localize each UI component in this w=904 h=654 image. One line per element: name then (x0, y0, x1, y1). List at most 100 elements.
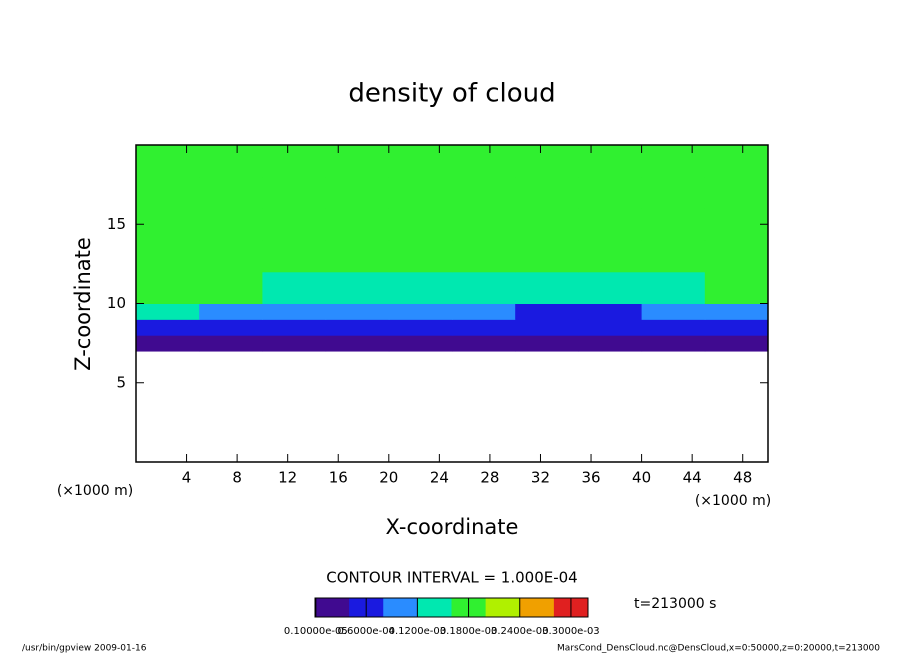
time-label: t=213000 s (634, 596, 716, 612)
x-tick-label: 36 (581, 469, 600, 487)
heatmap-cell (388, 176, 453, 209)
colorbar-swatch (417, 598, 452, 617)
x-tick-label: 24 (430, 469, 449, 487)
colorbar-tick-label: 0.1200e-03 (389, 626, 446, 637)
heatmap-cell (578, 145, 643, 178)
heatmap-cell (199, 319, 263, 336)
heatmap-cell (199, 240, 263, 273)
heatmap-cell (325, 176, 390, 209)
heatmap-cell (641, 319, 706, 336)
heatmap-cell (199, 176, 263, 209)
heatmap-cell (262, 208, 327, 241)
heatmap-cell (641, 240, 706, 273)
heatmap-cell (515, 145, 579, 178)
heatmap-cell (515, 240, 579, 273)
heatmap-cell (578, 176, 643, 209)
heatmap-cell (704, 208, 769, 241)
heatmap-cell (136, 271, 200, 304)
heatmap-cell (515, 303, 579, 320)
heatmap-cell (262, 271, 327, 304)
contour-interval: CONTOUR INTERVAL = 1.000E-04 (326, 569, 577, 587)
heatmap-cell (388, 271, 453, 304)
heatmap-cell (704, 303, 769, 320)
heatmap-cell (136, 303, 200, 320)
heatmap-cell (199, 271, 263, 304)
footer-left: /usr/bin/gpview 2009-01-16 (22, 644, 147, 654)
y-axis-label: Z-coordinate (71, 237, 95, 371)
x-tick-label: 20 (379, 469, 398, 487)
colorbar-tick-label: 0.10000e-05 (284, 626, 348, 637)
heatmap-cell (262, 319, 327, 336)
heatmap-cell (515, 319, 579, 336)
y-tick-label: 10 (107, 294, 126, 312)
heatmap-cell (641, 271, 706, 304)
heatmap-cell (136, 335, 200, 352)
heatmap-cell (199, 303, 263, 320)
colorbar-frame (314, 597, 589, 618)
heatmap-cell (325, 319, 390, 336)
x-tick-label: 48 (733, 469, 752, 487)
heatmap-cell (452, 208, 516, 241)
heatmap-cell (641, 145, 706, 178)
x-tick-label: 8 (232, 469, 242, 487)
x-tick-label: 40 (632, 469, 651, 487)
heatmap-cell (199, 335, 263, 352)
heatmap-cell (452, 271, 516, 304)
axis-unit: (×1000 m) (695, 493, 771, 509)
x-tick-label: 28 (480, 469, 499, 487)
heatmap-cell (704, 145, 769, 178)
colorbar-swatch (519, 598, 555, 617)
heatmap-cell (388, 335, 453, 352)
x-tick-label: 32 (531, 469, 550, 487)
colorbar-tick-label: 0.3000e-03 (542, 626, 599, 637)
heatmap-cell (578, 303, 643, 320)
colorbar-tick-label: 0.1800e-03 (440, 626, 497, 637)
heatmap-cell (578, 271, 643, 304)
heatmap-cell (515, 335, 579, 352)
heatmap-cell (388, 303, 453, 320)
colorbar-swatch (383, 598, 418, 617)
heatmap-cell (704, 240, 769, 273)
heatmap-cell (452, 240, 516, 273)
heatmap-cell (641, 335, 706, 352)
heatmap-cell (452, 145, 516, 178)
heatmap-cell (578, 319, 643, 336)
colorbar-tick-label: 0.6000e-04 (337, 626, 394, 637)
heatmap-cell (515, 271, 579, 304)
heatmap-cell (325, 208, 390, 241)
heatmap-cell (452, 303, 516, 320)
heatmap-cell (578, 240, 643, 273)
heatmap (136, 145, 769, 352)
heatmap-cell (388, 208, 453, 241)
x-tick-label: 4 (182, 469, 192, 487)
heatmap-cell (578, 208, 643, 241)
heatmap-cell (325, 271, 390, 304)
heatmap-cell (325, 145, 390, 178)
heatmap-cell (704, 271, 769, 304)
heatmap-cell (262, 145, 327, 178)
heatmap-cell (262, 303, 327, 320)
heatmap-cell (452, 319, 516, 336)
y-tick-label: 5 (116, 373, 126, 391)
heatmap-cell (262, 176, 327, 209)
footer-right: MarsCond_DensCloud.nc@DensCloud,x=0:5000… (557, 644, 880, 654)
colorbar-swatch (315, 598, 350, 617)
heatmap-cell (704, 319, 769, 336)
heatmap-cell (388, 319, 453, 336)
heatmap-cell (388, 145, 453, 178)
heatmap-cell (578, 335, 643, 352)
x-axis-label: X-coordinate (386, 515, 519, 539)
x-tick-label: 44 (683, 469, 702, 487)
axis-unit: (×1000 m) (57, 483, 133, 499)
heatmap-cell (199, 208, 263, 241)
heatmap-cell (136, 240, 200, 273)
heatmap-cell (199, 145, 263, 178)
x-tick-label: 16 (329, 469, 348, 487)
heatmap-cell (641, 303, 706, 320)
heatmap-cell (515, 208, 579, 241)
heatmap-cell (325, 303, 390, 320)
x-tick-label: 12 (278, 469, 297, 487)
heatmap-cell (325, 240, 390, 273)
